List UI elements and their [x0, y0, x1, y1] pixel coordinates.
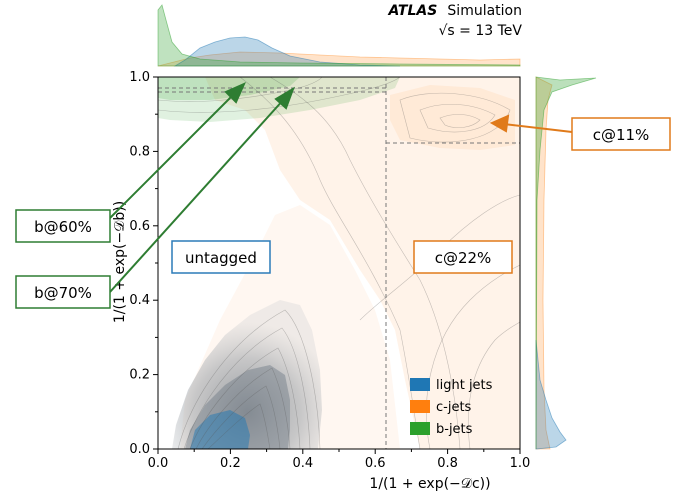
b-60-label: b@60% [34, 218, 92, 236]
atlas-label: ATLAS [387, 3, 437, 19]
right-marginal [535, 76, 597, 450]
annotation-untagged: untagged [171, 240, 271, 274]
y-tick-label: 0.6 [129, 219, 150, 234]
working-point-lines [158, 77, 520, 449]
right-marginal-light-jets [535, 339, 567, 450]
annotation-c-11: c@11% [571, 117, 671, 151]
light-jets-peak [190, 410, 250, 449]
c-11-arrow [503, 123, 573, 133]
legend-swatch-c-jets [410, 400, 430, 413]
annotation-b-70: b@70% [15, 275, 111, 309]
x-tick-label: 0.4 [292, 456, 313, 471]
y-tick-label: 0.0 [129, 442, 150, 457]
b-70-arrowhead [274, 86, 295, 110]
energy-label: √s = 13 TeV [439, 23, 523, 39]
right-marginal-b-jets [535, 76, 597, 450]
legend-label-light-jets: light jets [436, 378, 493, 393]
b-70-box [15, 275, 111, 309]
main-panel-density [158, 77, 520, 449]
b-60-box [15, 209, 111, 243]
b-60-arrowhead [224, 82, 246, 104]
y-axis-label: 1/(1 + exp(−𝒟b)) [112, 201, 128, 323]
x-axis-ticks: 0.0 0.2 0.4 0.6 0.8 1.0 [148, 449, 531, 471]
legend-swatch-b-jets [410, 422, 430, 435]
legend-swatch-light-jets [410, 378, 430, 391]
experiment-header: ATLAS Simulation [387, 0, 522, 19]
legend: light jets c-jets b-jets [410, 378, 493, 437]
untagged-box [171, 240, 271, 274]
b-70-arrow [109, 97, 286, 293]
x-axis-label: 1/(1 + exp(−𝒟c)) [369, 476, 490, 492]
light-jets-density [172, 300, 322, 449]
x-tick-label: 0.0 [148, 456, 169, 471]
top-marginal-b-jets [157, 4, 521, 67]
legend-label-c-jets: c-jets [436, 400, 472, 415]
top-marginal-light-jets [173, 36, 401, 67]
y-tick-label: 0.8 [129, 144, 150, 159]
simulation-label: Simulation [447, 3, 522, 19]
y-tick-label: 0.2 [129, 368, 150, 383]
c-22-label: c@22% [435, 249, 492, 267]
legend-label-b-jets: b-jets [436, 422, 473, 437]
untagged-label: untagged [185, 249, 257, 267]
c-11-label: c@11% [593, 126, 650, 144]
b-working-point-arrows [109, 82, 295, 293]
x-tick-label: 1.0 [510, 456, 531, 471]
right-marginal-c-jets [535, 76, 553, 450]
x-tick-label: 0.8 [437, 456, 458, 471]
c-jets-core [390, 85, 515, 150]
x-tick-label: 0.6 [365, 456, 386, 471]
annotation-b-60: b@60% [15, 209, 111, 243]
b-70-label: b@70% [34, 284, 92, 302]
c-working-point-arrow [489, 114, 573, 133]
y-tick-label: 0.4 [129, 293, 150, 308]
top-marginal [157, 4, 521, 67]
c-jets-density [205, 77, 520, 449]
y-tick-label: 1.0 [129, 70, 150, 85]
c-11-box [571, 117, 671, 151]
contour-lines [158, 77, 520, 449]
b-60-arrow [109, 91, 237, 219]
c-11-arrowhead [489, 114, 510, 133]
annotation-c-22: c@22% [413, 240, 513, 274]
x-tick-label: 0.2 [220, 456, 241, 471]
c-22-box [413, 240, 513, 274]
y-axis-ticks: 0.0 0.2 0.4 0.6 0.8 1.0 [129, 70, 158, 457]
